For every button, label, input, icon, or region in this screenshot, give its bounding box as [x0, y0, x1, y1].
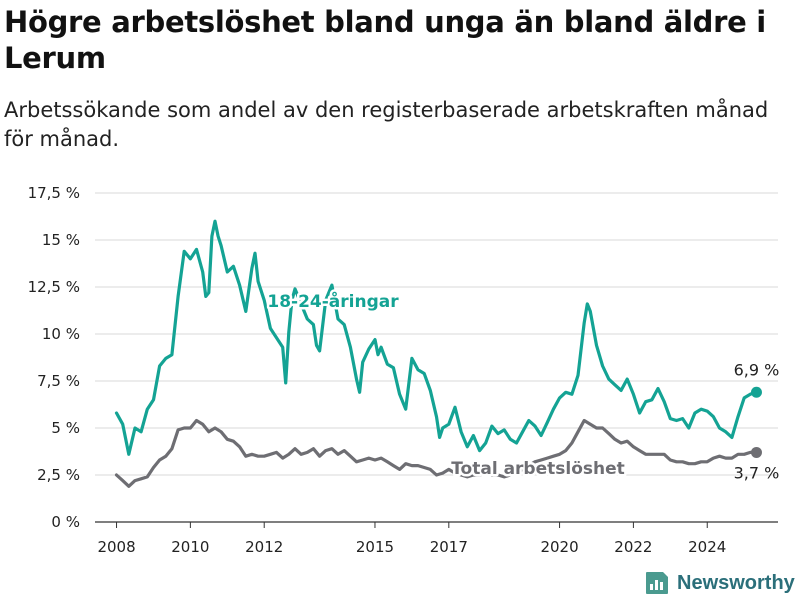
x-tick-label: 2015: [356, 538, 394, 556]
end-label-total: 3,7 %: [734, 463, 780, 482]
grid: [95, 192, 778, 476]
end-label-youth: 6,9 %: [734, 360, 780, 379]
x-tick-label: 2008: [97, 538, 135, 556]
series-lines: [114, 219, 762, 488]
y-tick-label: 15 %: [42, 231, 80, 249]
x-tick-label: 2020: [540, 538, 578, 556]
series-line-youth: [114, 219, 759, 456]
y-tick-label: 10 %: [42, 325, 80, 343]
x-tick-label: 2024: [688, 538, 726, 556]
series-end-marker: [750, 386, 762, 398]
y-tick-label: 5 %: [51, 419, 80, 437]
y-tick-label: 2,5 %: [37, 466, 80, 484]
series-label-total: Total arbetslöshet: [451, 459, 625, 479]
x-tick-label: 2017: [430, 538, 468, 556]
x-tick-label: 2022: [614, 538, 652, 556]
newsworthy-logo: Newsworthy: [644, 568, 795, 598]
series-end-marker: [750, 446, 762, 458]
axes: 0 % 2,5 % 5 % 7,5 % 10 % 12,5 % 15 % 17,5 % 2008…: [28, 184, 778, 556]
page-title: Högre arbetslöshet bland unga än bland ä…: [4, 5, 766, 75]
x-tick-label: 2010: [171, 538, 209, 556]
y-tick-label: 0 %: [51, 513, 80, 531]
series-line-total: [114, 418, 759, 488]
bar-chart-logo-icon: [646, 572, 668, 594]
page-subtitle: Arbetssökande som andel av den registerb…: [4, 98, 769, 151]
x-tick-label: 2012: [245, 538, 283, 556]
y-tick-label: 7,5 %: [37, 372, 80, 390]
series-label-youth: 18-24-åringar: [267, 290, 399, 312]
labels: 18-24-åringar Total arbetslöshet 6,9 % 3,7 …: [265, 288, 780, 483]
brand-name: Newsworthy: [677, 571, 795, 594]
y-tick-label: 12,5 %: [28, 278, 80, 296]
y-tick-label: 17,5 %: [28, 184, 80, 202]
